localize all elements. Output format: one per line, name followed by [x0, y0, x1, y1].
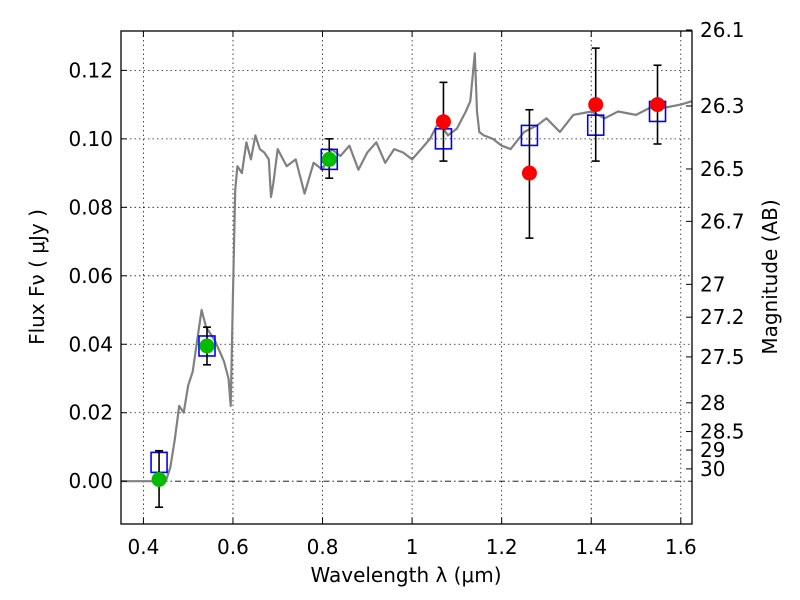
y2-tick-label: 27	[700, 272, 725, 296]
x-tick-label: 1	[406, 535, 419, 559]
y2-tick-label: 26.5	[700, 157, 745, 181]
detections-point	[151, 471, 167, 487]
y-tick-label: 0.04	[68, 332, 113, 356]
plot-area	[121, 47, 693, 509]
x-tick-label: 1.4	[575, 535, 607, 559]
y-axis-label: Flux Fν ( μJy )	[25, 209, 49, 345]
y2-tick-label: 26.1	[700, 18, 745, 42]
plot-frame	[120, 30, 693, 525]
y2-tick-label: 26.3	[700, 94, 745, 118]
y2-tick-label: 27.5	[700, 345, 745, 369]
y2-tick-label: 29	[700, 438, 725, 462]
detections-point	[199, 338, 215, 354]
x-tick-label: 0.8	[307, 535, 339, 559]
y-tick-label: 0.00	[68, 469, 113, 493]
x-tick-label: 1.6	[665, 535, 697, 559]
y-tick-label: 0.10	[68, 127, 113, 151]
y-tick-label: 0.02	[68, 401, 113, 425]
measurements-point	[650, 97, 666, 113]
y2-tick-label: 26.7	[700, 209, 745, 233]
ticks: 0.4 0.6 0.8 1 1.2 1.4 1.6 0.00 0.02 0.04 0.06 0.08 0…	[68, 18, 744, 559]
measurements-point	[521, 165, 537, 181]
y2-tick-label: 27.2	[700, 305, 745, 329]
detections-point	[321, 151, 337, 167]
y2-axis-label: Magnitude (AB)	[758, 199, 782, 354]
y-tick-label: 0.12	[68, 58, 113, 82]
x-tick-label: 0.4	[127, 535, 159, 559]
measurements-point	[435, 114, 451, 130]
x-tick-label: 1.2	[486, 535, 518, 559]
y2-tick-label: 28.5	[700, 420, 745, 444]
y-tick-label: 0.08	[68, 195, 113, 219]
x-tick-label: 0.6	[217, 535, 249, 559]
y-tick-label: 0.06	[68, 264, 113, 288]
measurements-point	[588, 97, 604, 113]
x-axis-label: Wavelength λ (μm)	[310, 563, 501, 587]
y2-tick-label: 28	[700, 391, 725, 415]
y2-tick-label: 30	[700, 457, 725, 481]
